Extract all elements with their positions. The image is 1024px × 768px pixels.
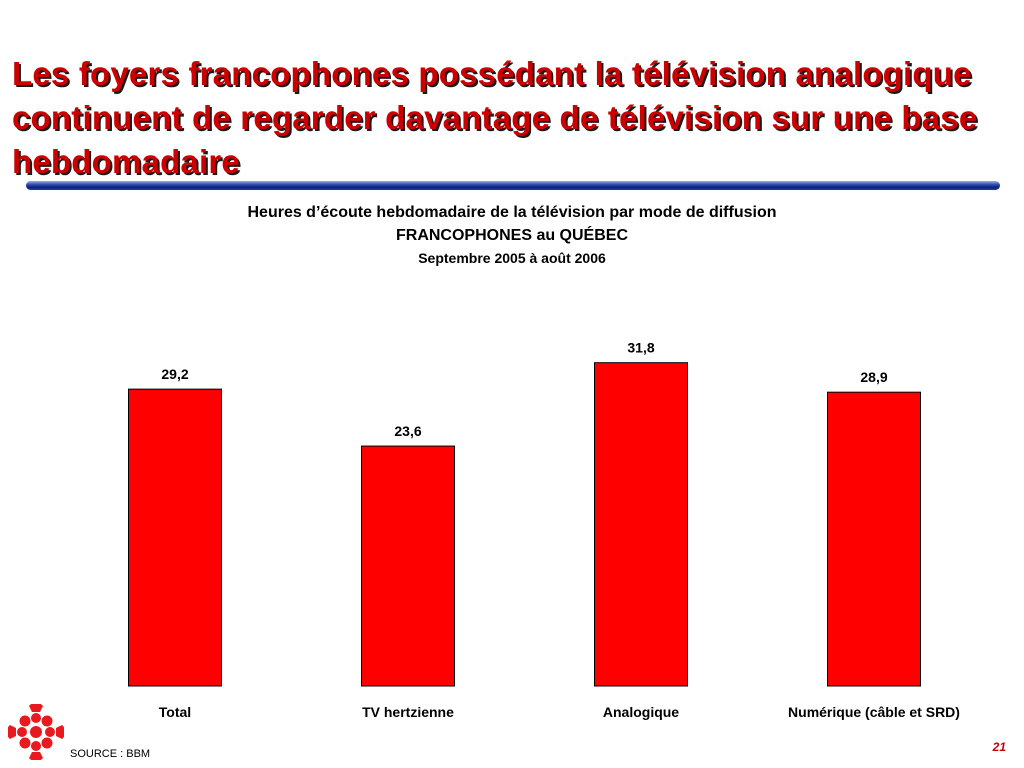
chart-subtitle: FRANCOPHONES au QUÉBEC: [395, 227, 629, 244]
bar-1: [361, 445, 455, 687]
chart-period: Septembre 2005 à août 2006: [418, 250, 606, 266]
bar-0: [128, 388, 222, 687]
data-label-0: 29,2: [161, 366, 188, 382]
category-label-3: Numérique (câble et SRD): [788, 704, 960, 720]
category-label-0: Total: [159, 704, 191, 720]
chart-title: Heures d’écoute hebdomadaire de la télév…: [247, 204, 777, 221]
data-label-3: 28,9: [860, 369, 887, 385]
cbc-logo-icon: [8, 704, 64, 760]
title-divider: [26, 181, 1000, 190]
page-number: 21: [992, 740, 1006, 754]
data-label-2: 31,8: [627, 340, 654, 356]
page-title: Les foyers francophones possédant la tél…: [12, 55, 978, 180]
source-note: SOURCE : BBM: [70, 748, 151, 760]
category-label-2: Analogique: [603, 704, 679, 720]
bar-2: [594, 362, 688, 687]
bar-3: [827, 391, 921, 687]
data-label-1: 23,6: [394, 423, 421, 439]
category-label-1: TV hertzienne: [362, 704, 454, 720]
